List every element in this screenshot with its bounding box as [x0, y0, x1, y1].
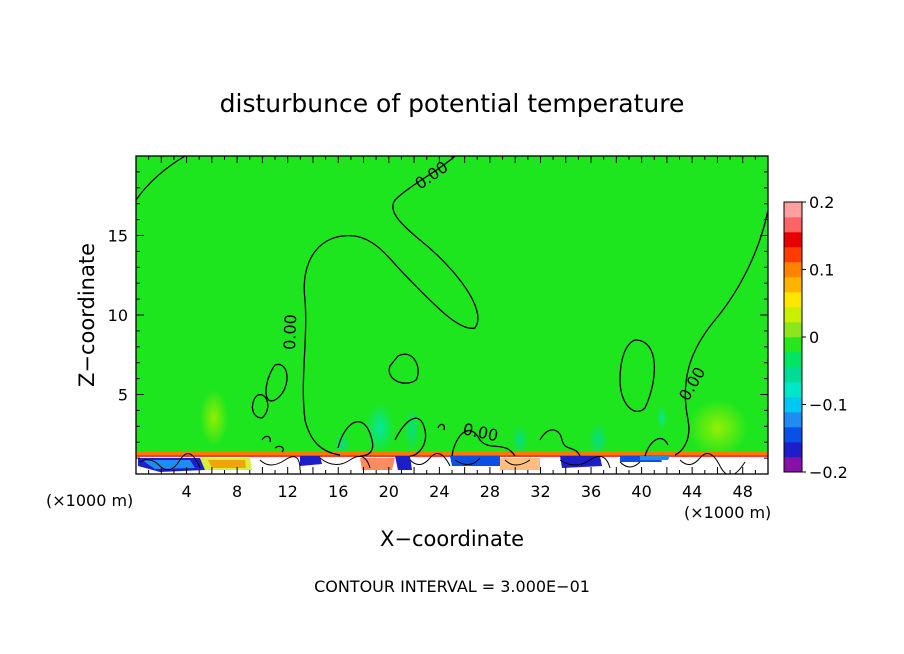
contour-lines	[136, 156, 768, 457]
contour-line	[437, 423, 446, 431]
x-axis: 4 8 12 16 20 24 28 32 36 40 44 48	[148, 156, 756, 501]
x-tick-label: 8	[232, 482, 242, 501]
x-tick-label: 12	[278, 482, 298, 501]
surface-layer	[136, 452, 768, 474]
negative-region	[300, 456, 322, 466]
colorbar-swatch	[784, 247, 802, 263]
heatmap-background	[136, 156, 768, 474]
heatmap-blob	[366, 402, 394, 454]
colorbar-swatch	[784, 397, 802, 413]
contour-line	[388, 353, 419, 384]
contour-line	[674, 209, 768, 456]
colorbar-swatch	[784, 442, 802, 458]
y-tick-label: 10	[108, 306, 128, 325]
y-tick-label: 15	[108, 227, 128, 246]
colorbar-swatch	[784, 352, 802, 368]
colorbar-swatch	[784, 457, 802, 473]
x-tick-label: 44	[682, 482, 702, 501]
x-tick-label: 28	[480, 482, 500, 501]
contour-line	[265, 363, 288, 402]
negative-region	[560, 456, 602, 468]
colorbar-tick-label: −0.1	[809, 396, 848, 415]
colorbar-swatch	[784, 232, 802, 248]
x-tick-label: 20	[379, 482, 399, 501]
x-tick-label: 48	[733, 482, 753, 501]
colorbar-swatch	[784, 412, 802, 428]
contour-line	[337, 421, 374, 457]
positive-region	[360, 458, 395, 470]
colorbar-swatch	[784, 367, 802, 383]
colorbar-swatch	[784, 277, 802, 293]
contour-line	[619, 339, 655, 413]
x-tick-label: 16	[328, 482, 348, 501]
colorbar-tick-label: −0.2	[809, 463, 848, 482]
x-axis-label: X−coordinate	[380, 527, 524, 551]
contour-line	[302, 156, 479, 456]
plot-area: 0.00 0.00 0.00 0.00	[136, 156, 768, 474]
contour-line	[539, 429, 581, 457]
x-unit-left: (×1000 m)	[46, 491, 133, 510]
x-tick-label: 32	[530, 482, 550, 501]
x-tick-label: 24	[429, 482, 449, 501]
colorbar-swatch	[784, 427, 802, 443]
colorbar-swatch	[784, 292, 802, 308]
contour-line	[394, 417, 427, 457]
contour-line	[136, 156, 186, 201]
colorbar-swatch	[784, 322, 802, 338]
surface-contours	[139, 453, 746, 474]
y-tick-label: 5	[118, 386, 128, 405]
colorbar-swatch	[784, 202, 802, 218]
positive-region	[500, 458, 540, 470]
positive-region	[208, 460, 246, 468]
colorbar: 0.2 0.1 0 −0.1 −0.2	[783, 193, 848, 482]
x-tick-label: 36	[581, 482, 601, 501]
contour-line	[451, 429, 516, 457]
heatmap-blob	[404, 408, 420, 452]
contour-line	[644, 437, 669, 457]
colorbar-swatch	[784, 262, 802, 278]
colorbar-swatch	[784, 307, 802, 323]
colorbar-swatch	[784, 217, 802, 233]
colorbar-swatch	[784, 382, 802, 398]
x-tick-label: 40	[631, 482, 651, 501]
negative-region	[395, 456, 412, 470]
x-tick-label: 4	[181, 482, 191, 501]
heatmap-blob	[334, 432, 350, 456]
y-axis: 5 10 15	[108, 171, 768, 459]
negative-region	[640, 456, 670, 460]
heatmap-blob	[200, 390, 228, 446]
colorbar-tick-label: 0.2	[809, 193, 834, 212]
contour-line	[251, 394, 269, 419]
colorbar-tick-label: 0	[809, 328, 819, 347]
x-unit-right: (×1000 m)	[684, 503, 771, 522]
contour-label: 0.00	[280, 314, 300, 350]
contour-interval-footer: CONTOUR INTERVAL = 3.000E−01	[314, 577, 590, 596]
heatmap-blob	[512, 424, 528, 456]
colorbar-swatch	[784, 337, 802, 353]
heatmap-blob	[688, 400, 748, 456]
chart-title: disturbunce of potential temperature	[220, 89, 685, 118]
heatmap-blobs	[200, 390, 748, 458]
heatmap-blob	[588, 422, 608, 458]
contour-line	[261, 435, 271, 443]
contour-line	[274, 445, 284, 453]
y-axis-label: Z−coordinate	[75, 243, 99, 387]
colorbar-tick-label: 0.1	[809, 261, 834, 280]
heatmap-blob	[657, 406, 667, 430]
